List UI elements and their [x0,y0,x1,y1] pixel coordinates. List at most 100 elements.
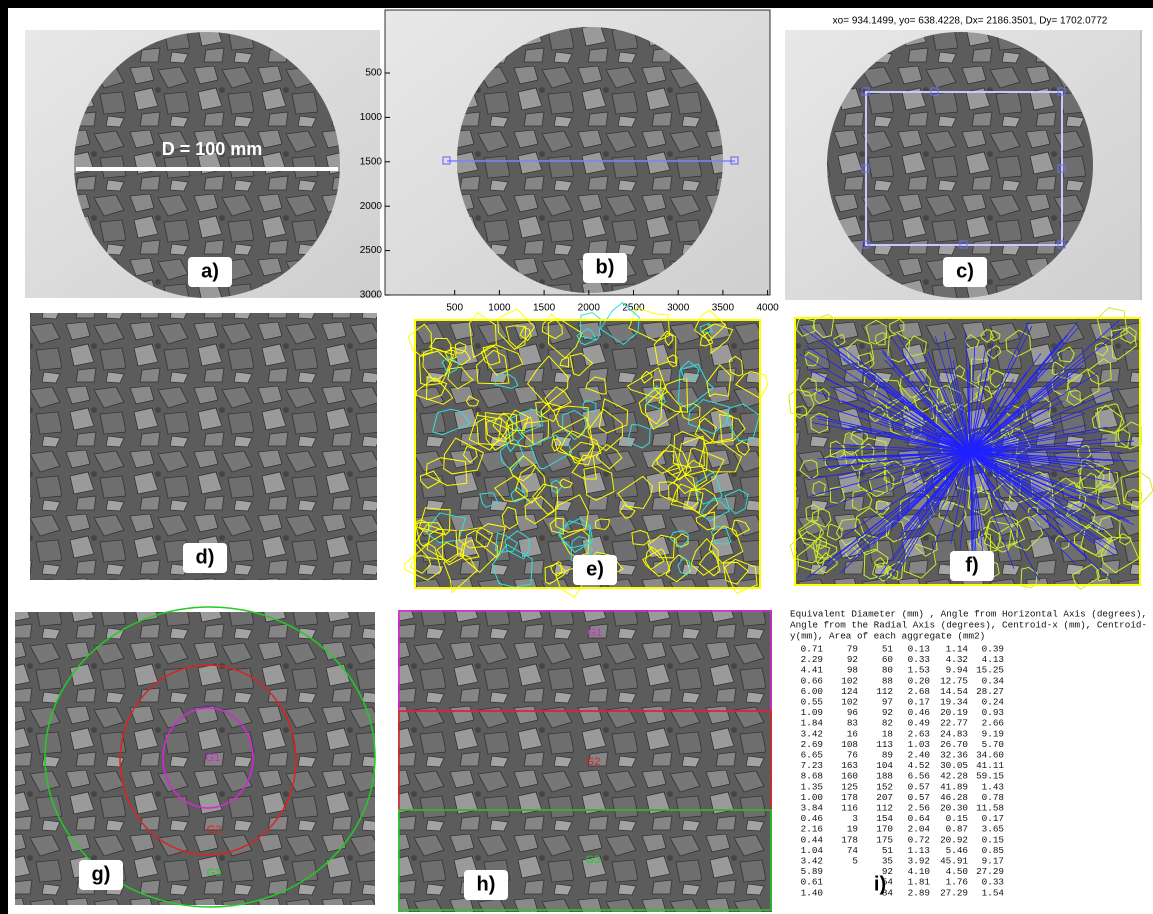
table-cell: 5.70 [982,739,1004,750]
x-tick-label: 1000 [488,303,511,314]
x-tick-label: 4000 [756,303,779,314]
table-cell: 1.04 [801,845,824,856]
table-cell: 0.55 [801,696,823,707]
panel-label: i) [874,873,886,895]
table-cell: 0.66 [801,675,823,686]
table-cell: 42.28 [940,771,968,782]
y-tick-label: 2500 [360,245,383,256]
table-cell: 96 [847,707,858,718]
scale-label: D = 100 mm [162,139,263,159]
table-cell: 19 [847,824,858,835]
table-cell: 2.56 [908,802,930,813]
table-cell: 0.17 [982,813,1004,824]
table-cell: 0.44 [801,834,824,845]
table-cell: 0.49 [908,718,930,729]
table-cell: 1.14 [946,643,969,654]
table-cell: 41.11 [976,760,1004,771]
table-cell: 178 [841,792,858,803]
table-cell: 6.56 [908,771,930,782]
table-cell: 4.52 [908,760,930,771]
panel-label: e) [586,558,604,580]
table-cell: 16 [847,728,858,739]
table-cell: 0.61 [801,877,824,888]
table-cell: 4.50 [946,866,968,877]
table-cell: 20.19 [940,707,968,718]
table-cell: 1.09 [801,707,823,718]
table-cell: 0.39 [982,643,1004,654]
y-tick-label: 1500 [360,156,383,167]
zone-label: G1 [588,627,603,639]
cropped-image [30,313,377,580]
table-cell: 1.54 [982,887,1005,898]
table-cell: 175 [876,834,893,845]
table-cell: 89 [882,749,893,760]
x-tick-label: 500 [446,303,463,314]
table-cell: 0.78 [982,792,1004,803]
table-cell: 34.60 [976,749,1004,760]
table-cell: 30.05 [940,760,968,771]
table-header: Equivalent Diameter (mm) , Angle from Ho… [790,608,1147,619]
table-cell: 7.23 [801,760,823,771]
table-cell: 2.69 [801,739,823,750]
table-cell: 92 [847,654,858,665]
table-cell: 1.00 [801,792,823,803]
zone-label: G2 [207,824,222,836]
table-cell: 3.92 [908,855,930,866]
table-cell: 0.20 [908,675,930,686]
y-tick-label: 2000 [360,201,383,212]
table-cell: 20.92 [940,834,968,845]
table-cell: 97 [882,696,893,707]
table-cell: 2.40 [908,749,930,760]
table-cell: 83 [847,718,858,729]
roi-readout: xo= 934.1499, yo= 638.4228, Dx= 2186.350… [833,16,1108,27]
table-cell: 88 [882,675,893,686]
table-cell: 5 [852,855,858,866]
table-cell: 5.89 [801,866,823,877]
table-cell: 74 [847,845,859,856]
table-cell: 14.54 [940,686,968,697]
table-cell: 207 [876,792,893,803]
table-cell: 2.16 [801,824,823,835]
table-cell: 32.36 [940,749,968,760]
table-cell: 6.65 [801,749,823,760]
table-cell: 178 [841,834,858,845]
x-tick-label: 3000 [667,303,690,314]
table-cell: 12.75 [940,675,968,686]
table-cell: 76 [847,749,858,760]
panel-label: h) [477,873,496,895]
x-tick-label: 3500 [712,303,735,314]
table-cell: 4.13 [982,654,1004,665]
table-cell: 0.24 [982,696,1005,707]
table-cell: 2.29 [801,654,823,665]
zone-label: G3 [207,867,222,879]
table-cell: 3.42 [801,728,823,739]
y-tick-label: 1000 [360,112,383,123]
table-cell: 1.35 [801,781,823,792]
table-cell: 79 [847,643,858,654]
table-cell: 4.41 [801,665,824,676]
x-tick-label: 1500 [533,303,556,314]
table-header: y(mm), Area of each aggregate (mm2) [790,630,985,641]
table-cell: 80 [882,665,893,676]
table-cell: 5.46 [946,845,968,856]
table-cell: 35 [882,855,893,866]
table-cell: 45.91 [940,855,968,866]
zone-image [15,612,375,905]
panel-label: b) [596,256,615,278]
table-cell: 1.43 [982,781,1004,792]
table-cell: 51 [882,845,894,856]
table-cell: 6.00 [801,686,823,697]
table-cell: 2.63 [908,728,930,739]
panel-label: f) [965,554,978,576]
table-cell: 15.25 [976,665,1004,676]
table-cell: 4.32 [946,654,968,665]
table-cell: 113 [876,739,893,750]
table-cell: 0.15 [946,813,968,824]
table-cell: 104 [876,760,893,771]
table-cell: 1.84 [801,718,824,729]
table-cell: 102 [841,696,858,707]
y-tick-label: 3000 [360,290,383,301]
table-cell: 41.89 [940,781,968,792]
table-cell: 170 [876,824,893,835]
table-cell: 0.34 [982,675,1005,686]
